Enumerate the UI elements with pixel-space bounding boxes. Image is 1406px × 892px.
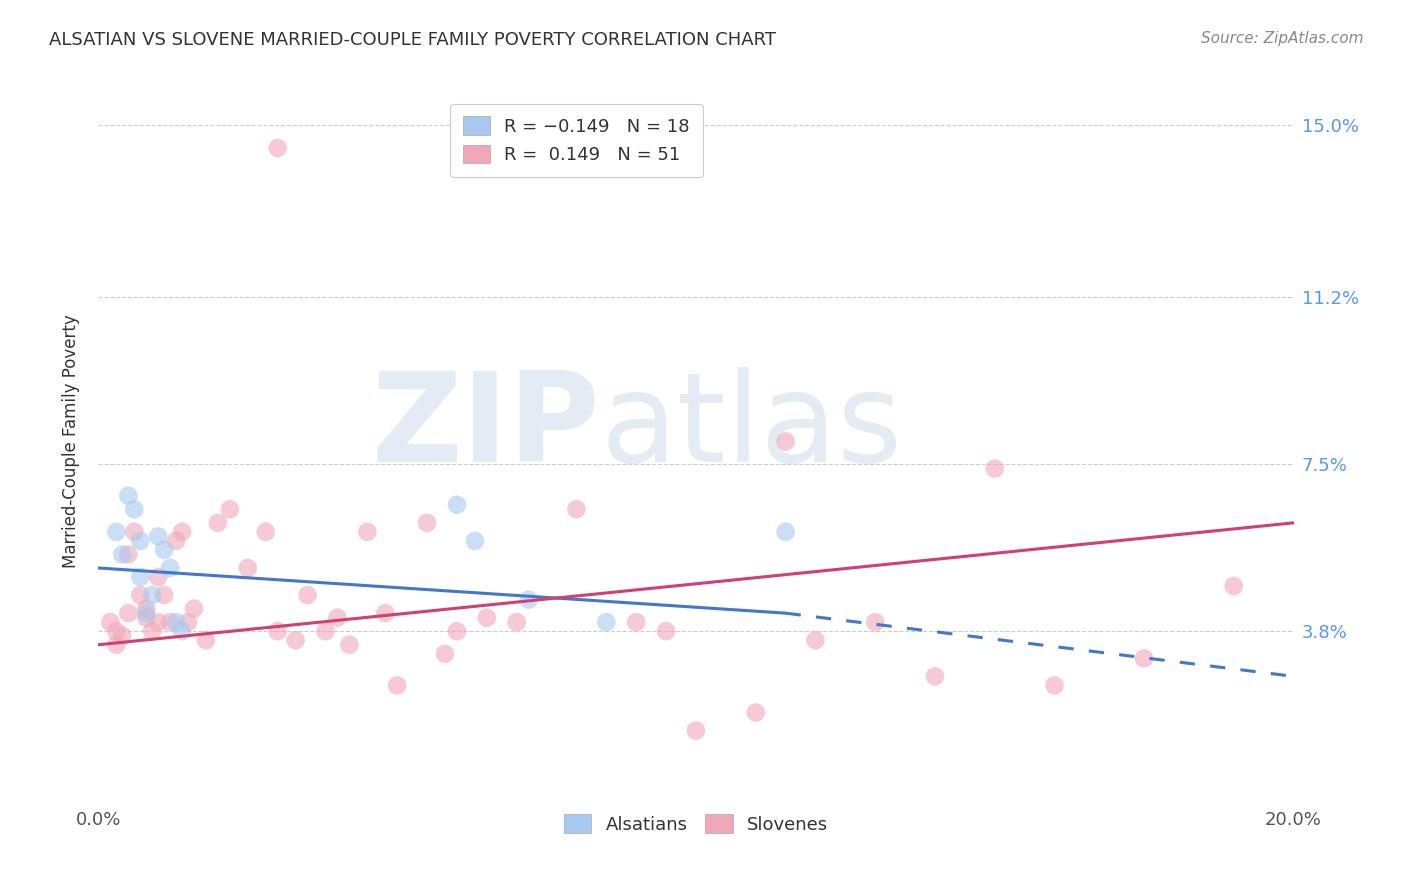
Point	[236, 561, 259, 575]
Point	[165, 615, 187, 630]
Point	[153, 542, 176, 557]
Point	[129, 533, 152, 548]
Point	[98, 615, 122, 630]
Point	[326, 610, 349, 624]
Text: Source: ZipAtlas.com: Source: ZipAtlas.com	[1201, 31, 1364, 46]
Point	[1133, 651, 1156, 665]
Point	[475, 610, 498, 624]
Point	[124, 524, 146, 539]
Point	[434, 647, 457, 661]
Point	[111, 548, 134, 562]
Point	[1223, 579, 1246, 593]
Point	[984, 461, 1007, 475]
Text: ALSATIAN VS SLOVENE MARRIED-COUPLE FAMILY POVERTY CORRELATION CHART: ALSATIAN VS SLOVENE MARRIED-COUPLE FAMIL…	[49, 31, 776, 49]
Point	[135, 601, 157, 615]
Point	[129, 570, 152, 584]
Point	[464, 533, 486, 548]
Text: atlas: atlas	[600, 367, 903, 488]
Legend: Alsatians, Slovenes: Alsatians, Slovenes	[557, 807, 835, 841]
Point	[865, 615, 887, 630]
Point	[446, 624, 468, 639]
Point	[165, 533, 187, 548]
Point	[297, 588, 319, 602]
Point	[565, 502, 588, 516]
Point	[117, 606, 139, 620]
Point	[685, 723, 707, 738]
Point	[148, 615, 170, 630]
Point	[159, 561, 181, 575]
Point	[254, 524, 277, 539]
Point	[117, 489, 139, 503]
Point	[148, 570, 170, 584]
Point	[111, 629, 134, 643]
Y-axis label: Married-Couple Family Poverty: Married-Couple Family Poverty	[62, 315, 80, 568]
Point	[267, 624, 290, 639]
Point	[105, 624, 128, 639]
Point	[207, 516, 229, 530]
Point	[129, 588, 152, 602]
Point	[135, 610, 157, 624]
Point	[267, 141, 290, 155]
Point	[141, 624, 163, 639]
Point	[416, 516, 439, 530]
Point	[172, 524, 194, 539]
Point	[745, 706, 768, 720]
Text: ZIP: ZIP	[371, 367, 600, 488]
Point	[356, 524, 378, 539]
Point	[775, 434, 797, 449]
Point	[124, 502, 146, 516]
Point	[135, 606, 157, 620]
Point	[315, 624, 337, 639]
Point	[385, 678, 409, 692]
Point	[655, 624, 678, 639]
Point	[159, 615, 181, 630]
Point	[183, 601, 205, 615]
Point	[339, 638, 361, 652]
Point	[105, 524, 128, 539]
Point	[924, 669, 946, 683]
Point	[1043, 678, 1066, 692]
Point	[284, 633, 307, 648]
Point	[775, 524, 797, 539]
Point	[141, 588, 163, 602]
Point	[506, 615, 529, 630]
Point	[117, 548, 139, 562]
Point	[374, 606, 396, 620]
Point	[804, 633, 827, 648]
Point	[177, 615, 200, 630]
Point	[219, 502, 242, 516]
Point	[517, 592, 540, 607]
Point	[595, 615, 617, 630]
Point	[148, 529, 170, 543]
Point	[172, 624, 194, 639]
Point	[626, 615, 648, 630]
Point	[105, 638, 128, 652]
Point	[195, 633, 218, 648]
Point	[153, 588, 176, 602]
Point	[446, 498, 468, 512]
